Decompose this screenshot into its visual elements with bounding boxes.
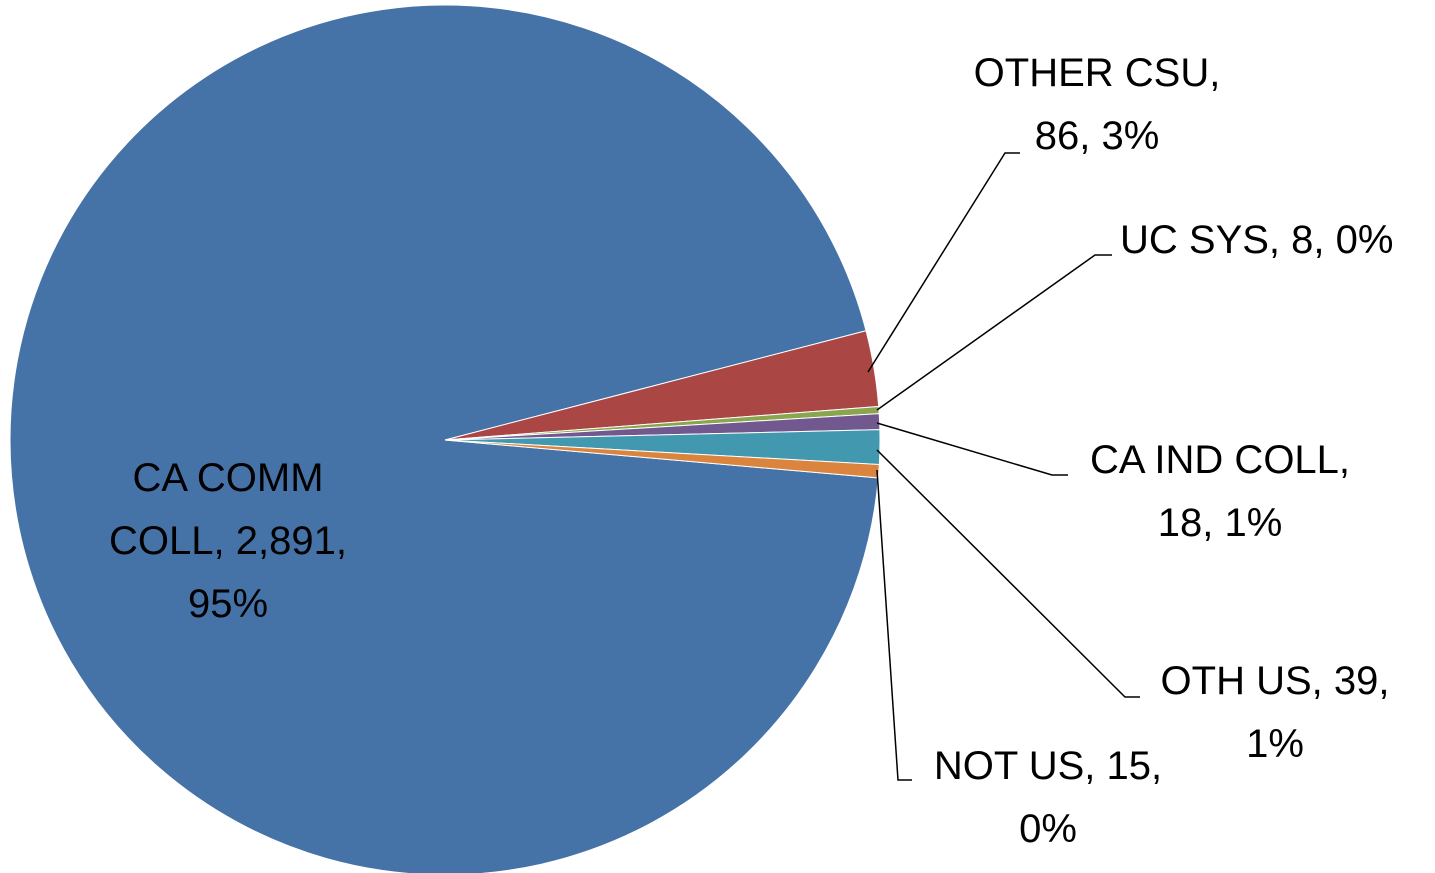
leader-line bbox=[876, 254, 1112, 411]
pie-slice bbox=[9, 4, 879, 873]
leader-line bbox=[876, 469, 912, 781]
pie-slice bbox=[444, 439, 880, 479]
data-label: NOT US, 15, 0% bbox=[934, 744, 1162, 851]
data-label: CA COMM COLL, 2,891, 95% bbox=[109, 456, 347, 626]
data-label: CA IND COLL, 18, 1% bbox=[1090, 438, 1350, 545]
data-label: OTHER CSU, 86, 3% bbox=[974, 51, 1221, 158]
leader-line bbox=[867, 152, 1020, 373]
data-label: OTH US, 39, 1% bbox=[1161, 659, 1390, 766]
data-label: UC SYS, 8, 0% bbox=[1120, 218, 1393, 262]
leader-line bbox=[876, 449, 1140, 698]
leader-line bbox=[876, 422, 1068, 476]
